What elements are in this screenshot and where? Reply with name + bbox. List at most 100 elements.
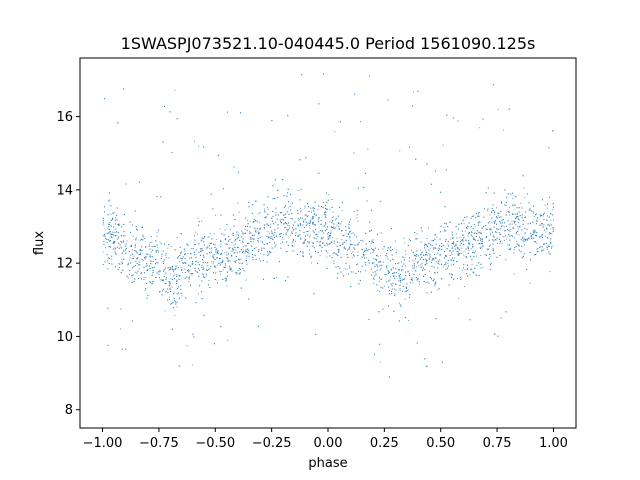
data-point [151, 246, 153, 248]
data-point [426, 263, 428, 265]
data-point [245, 251, 247, 252]
data-point [424, 358, 426, 360]
data-point [419, 273, 421, 275]
data-point [142, 260, 144, 262]
data-point [475, 274, 477, 276]
data-point [539, 246, 541, 248]
data-point [201, 280, 203, 282]
data-point [157, 251, 159, 253]
data-point [121, 259, 123, 261]
data-point [169, 288, 171, 290]
data-point [445, 169, 447, 171]
data-point [538, 236, 540, 238]
data-point [245, 226, 247, 228]
data-point [374, 275, 376, 277]
data-point [428, 282, 430, 284]
data-point [371, 248, 373, 250]
data-point [515, 224, 517, 226]
data-point [499, 233, 501, 235]
data-point [111, 258, 113, 260]
data-point [508, 229, 510, 231]
data-point [246, 255, 248, 257]
data-point [530, 210, 532, 212]
data-point [123, 240, 125, 242]
data-point [434, 283, 436, 285]
data-point [287, 230, 289, 232]
data-point [121, 348, 123, 350]
data-point [153, 281, 155, 283]
data-point [222, 278, 224, 280]
data-point [425, 251, 427, 253]
data-point [314, 250, 316, 252]
data-point [259, 228, 261, 230]
data-point [429, 276, 431, 278]
data-point [302, 224, 304, 226]
data-point [450, 273, 452, 275]
data-point [537, 217, 539, 219]
data-point [500, 216, 502, 218]
data-point [333, 228, 335, 230]
data-point [325, 214, 327, 216]
data-point [497, 335, 499, 337]
data-point [470, 269, 472, 271]
data-point [437, 262, 439, 264]
data-point [286, 195, 288, 197]
data-point [536, 242, 538, 244]
data-point [459, 241, 461, 243]
data-point [299, 199, 301, 201]
data-point [530, 232, 532, 234]
data-point [145, 265, 147, 267]
data-point [522, 236, 524, 238]
data-point [236, 238, 238, 240]
data-point [533, 216, 535, 218]
data-point [102, 217, 104, 219]
data-point [302, 255, 304, 257]
data-point [338, 242, 340, 244]
data-point [339, 223, 341, 225]
data-point [264, 228, 266, 230]
data-point [118, 267, 120, 269]
data-point [451, 264, 453, 266]
data-point [478, 224, 479, 226]
data-point [106, 254, 108, 256]
data-point [430, 291, 432, 293]
data-point [242, 246, 244, 248]
data-point [333, 240, 335, 242]
data-point [216, 252, 218, 254]
data-point [532, 230, 534, 232]
data-point [370, 252, 372, 254]
data-point [479, 246, 481, 248]
data-point [405, 253, 407, 255]
data-point [184, 250, 186, 252]
data-point [274, 198, 276, 200]
data-point [285, 280, 287, 282]
data-point [156, 272, 158, 274]
data-point [176, 274, 178, 276]
data-point [200, 250, 202, 252]
data-point [512, 192, 514, 194]
data-point [108, 228, 110, 230]
data-point [174, 301, 176, 303]
data-point [349, 230, 351, 232]
data-point [420, 253, 422, 255]
data-point [318, 217, 320, 219]
data-point [147, 268, 149, 270]
data-point [374, 271, 376, 273]
data-point [304, 207, 306, 209]
data-point [273, 237, 275, 239]
data-point [442, 245, 444, 247]
data-point [536, 220, 538, 222]
data-point [534, 229, 536, 231]
data-point [385, 255, 387, 257]
data-point [237, 171, 239, 173]
data-point [389, 279, 391, 281]
data-point [501, 202, 503, 204]
data-point [264, 224, 266, 226]
data-point [126, 240, 128, 242]
data-point [390, 268, 392, 270]
data-point [486, 228, 488, 230]
data-point [501, 201, 502, 203]
data-point [207, 284, 209, 286]
data-point [297, 234, 299, 236]
data-point [190, 284, 192, 286]
